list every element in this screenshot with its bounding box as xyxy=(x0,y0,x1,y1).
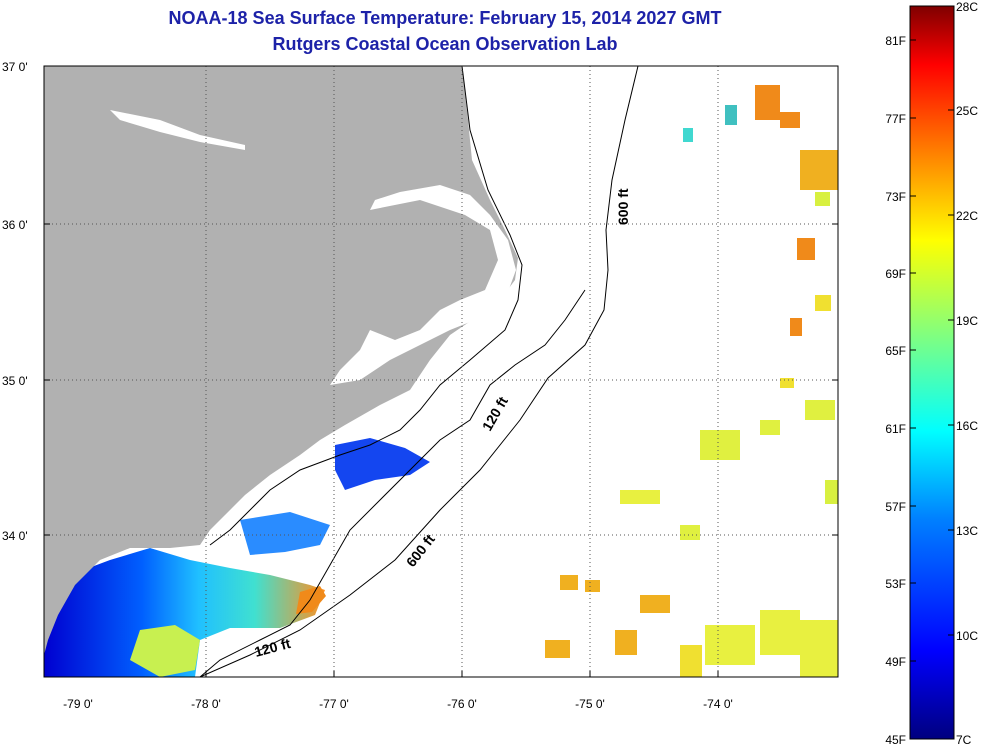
colorbar-c-25: 25C xyxy=(956,104,979,118)
sst-coastal-cold-water xyxy=(44,548,325,677)
map-tick-marks xyxy=(44,65,838,677)
albemarle-pamlico-sound xyxy=(330,185,516,385)
contour-label-600-north: 600 ft xyxy=(615,188,631,225)
colorbar-f-81: 81F xyxy=(885,34,906,48)
lat-label-36: 36 0' xyxy=(2,218,28,232)
sst-patch-orange-lookout xyxy=(296,586,326,614)
lon-label-74: -74 0' xyxy=(703,697,733,711)
contour-120ft xyxy=(199,289,586,677)
colorbar-f-61: 61F xyxy=(885,422,906,436)
lat-label-35: 35 0' xyxy=(2,374,28,388)
colorbar-c-10: 10C xyxy=(956,629,979,643)
sst-patch-light-green xyxy=(130,625,200,677)
sst-offshore-warm-patches xyxy=(545,85,838,677)
lon-label-78: -78 0' xyxy=(191,697,221,711)
chesapeake-inlet xyxy=(110,110,245,150)
colorbar-f-49: 49F xyxy=(885,655,906,669)
colorbar-f-57: 57F xyxy=(885,500,906,514)
map-title-line2: Rutgers Coastal Ocean Observation Lab xyxy=(272,34,618,54)
map-frame xyxy=(43,65,839,678)
colorbar-f-65: 65F xyxy=(885,344,906,358)
land-north-carolina-virginia xyxy=(44,66,518,655)
colorbar-f-73: 73F xyxy=(885,190,906,204)
colorbar-c-13: 13C xyxy=(956,524,979,538)
map-title-line1: NOAA-18 Sea Surface Temperature: Februar… xyxy=(168,8,722,28)
colorbar-f-69: 69F xyxy=(885,267,906,281)
lat-lon-grid xyxy=(44,66,838,677)
lat-label-37: 37 0' xyxy=(2,60,28,74)
colorbar-gradient xyxy=(909,5,955,740)
lon-label-75: -75 0' xyxy=(575,697,605,711)
colorbar-c-7: 7C xyxy=(956,733,972,747)
outer-banks-coastline xyxy=(209,66,523,546)
colorbar-c-16: 16C xyxy=(956,419,979,433)
sst-patch-blue-raleigh-bay xyxy=(335,438,430,490)
colorbar-c-22: 22C xyxy=(956,209,979,223)
colorbar-c-19: 19C xyxy=(956,314,979,328)
colorbar-f-45: 45F xyxy=(885,733,906,747)
lon-label-76: -76 0' xyxy=(447,697,477,711)
colorbar-f-53: 53F xyxy=(885,577,906,591)
lon-label-77: -77 0' xyxy=(319,697,349,711)
colorbar-ticks xyxy=(910,39,954,662)
colorbar-c-28: 28C xyxy=(956,0,979,14)
colorbar-f-77: 77F xyxy=(885,112,906,126)
lat-label-34: 34 0' xyxy=(2,529,28,543)
sst-patch-blue-onslow xyxy=(240,512,330,555)
lon-label-79: -79 0' xyxy=(63,697,93,711)
contour-600ft xyxy=(199,66,639,677)
